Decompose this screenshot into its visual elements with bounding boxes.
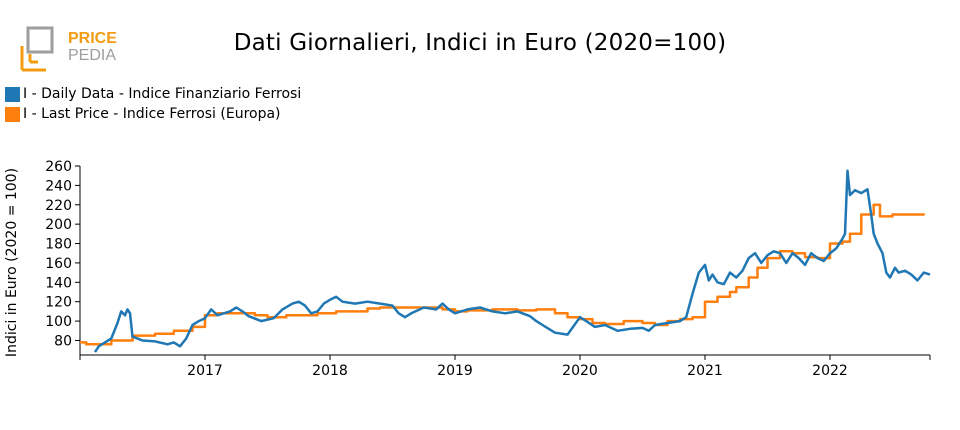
logo-corner-orange (20, 46, 46, 72)
legend-item-last-price[interactable]: I - Last Price - Indice Ferrosi (Europa) (5, 104, 301, 124)
y-tick-label: 240 (45, 178, 72, 194)
logo-square-gray (26, 26, 54, 54)
pricepedia-logo: PRICE PEDIA (20, 26, 117, 72)
y-tick-label: 200 (45, 217, 72, 233)
y-tick-label: 100 (45, 314, 72, 330)
series-layer (80, 169, 931, 353)
y-axis-label: Indici in Euro (2020 = 100) (4, 168, 20, 357)
x-tick-label: 2018 (312, 363, 348, 379)
y-tick-label: 160 (45, 256, 72, 272)
x-tick-label: 2017 (187, 363, 223, 379)
x-tick-label: 2021 (687, 363, 723, 379)
y-tick-label: 180 (45, 237, 72, 253)
chart-title: Dati Giornalieri, Indici in Euro (2020=1… (233, 30, 727, 56)
legend-swatch-last-price (5, 106, 20, 122)
y-tick-label: 220 (45, 198, 72, 214)
y-tick-label: 260 (45, 159, 72, 175)
series-line-daily (93, 169, 931, 353)
x-tick-label: 2022 (812, 363, 848, 379)
y-tick-label: 80 (54, 333, 72, 349)
axes: 80 100 120 140 160 180 200 220 240 260 2017 2018 201… (4, 159, 931, 379)
logo-word-pedia: PEDIA (68, 47, 116, 64)
x-tick-label: 2020 (562, 363, 598, 379)
legend: I - Daily Data - Indice Finanziario Ferr… (5, 84, 301, 124)
logo-word-price: PRICE (68, 30, 117, 47)
legend-swatch-daily (5, 86, 20, 102)
legend-label-daily: I - Daily Data - Indice Finanziario Ferr… (23, 86, 302, 102)
legend-label-last-price: I - Last Price - Indice Ferrosi (Europa) (23, 106, 281, 122)
legend-item-daily[interactable]: I - Daily Data - Indice Finanziario Ferr… (5, 84, 301, 104)
y-tick-label: 140 (45, 275, 72, 291)
x-tick-label: 2019 (437, 363, 473, 379)
y-tick-label: 120 (45, 295, 72, 311)
series-line-last-price (80, 203, 926, 346)
